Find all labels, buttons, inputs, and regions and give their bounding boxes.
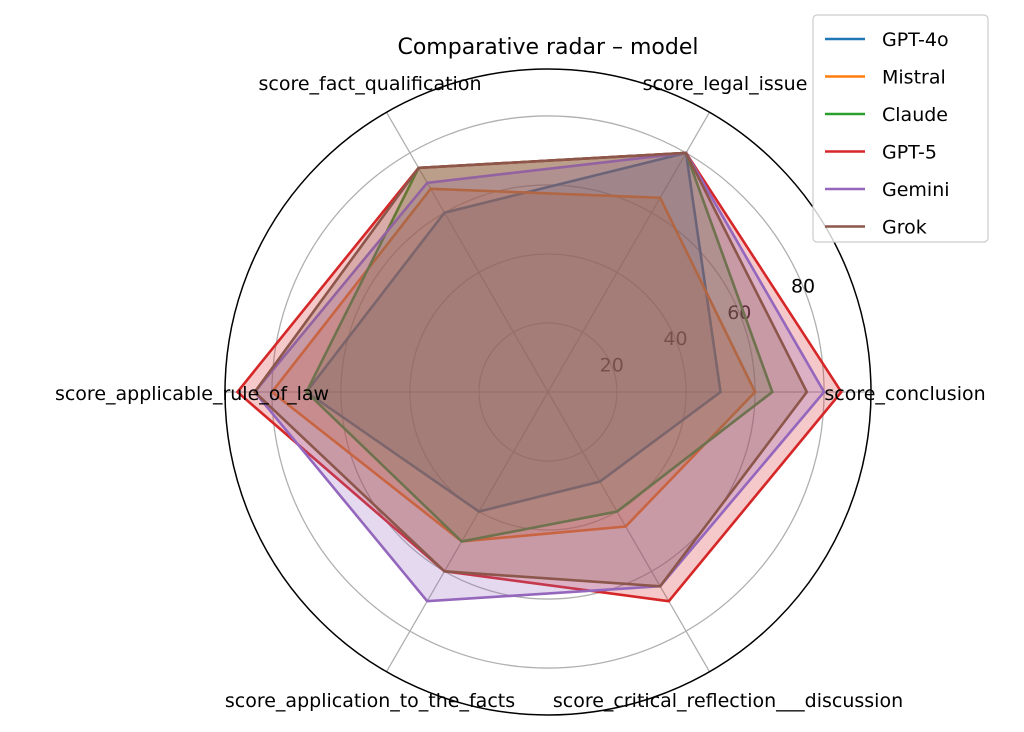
legend-label: GPT-5 <box>882 142 937 164</box>
outer-circle <box>224 68 872 716</box>
grid-spoke <box>385 111 549 393</box>
series-layer <box>235 151 843 603</box>
legend-label: Gemini <box>882 179 950 201</box>
grid-spoke <box>385 391 549 673</box>
r-tick-label: 40 <box>663 328 687 350</box>
axis-label: score_legal_issue <box>643 73 808 95</box>
r-tick-label: 20 <box>600 355 624 377</box>
legend-box <box>812 14 989 243</box>
axis-label: score_application_to_the_facts <box>225 690 515 712</box>
axis-label: score_applicable_rule_of_law <box>55 383 329 405</box>
legend-label: Grok <box>882 217 927 239</box>
axis-label: score_critical_reflection___discussion <box>553 690 903 712</box>
grid-spoke <box>547 111 711 393</box>
chart-title: Comparative radar – model <box>397 35 698 60</box>
axis-label: score_conclusion <box>824 383 985 405</box>
axis-label: score_fact_qualification <box>258 73 481 95</box>
legend-label: Claude <box>882 104 948 126</box>
legend: GPT-4o Mistral Claude GPT-5 Gemini Grok <box>812 14 989 243</box>
axis-labels: score_legal_issue score_fact_qualificatio… <box>55 73 986 712</box>
r-tick-label: 80 <box>791 275 815 297</box>
legend-label: GPT-4o <box>882 29 949 51</box>
legend-label: Mistral <box>882 67 946 89</box>
grid-spoke <box>547 391 711 673</box>
